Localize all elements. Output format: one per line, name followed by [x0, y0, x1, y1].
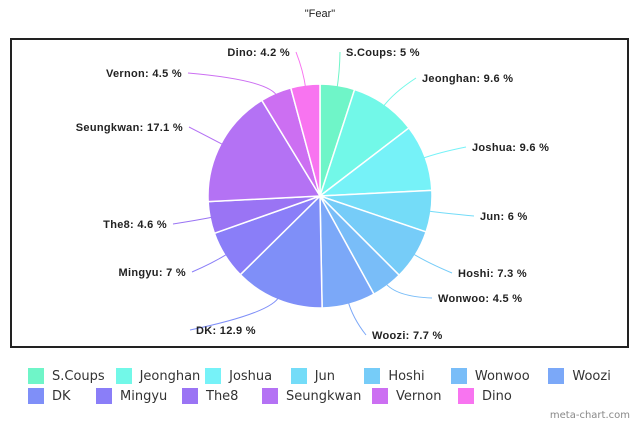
legend-item-jeonghan[interactable]: Jeonghan — [115, 368, 206, 384]
legend-item-jun[interactable]: Jun — [290, 368, 365, 384]
connector-line — [295, 51, 307, 90]
legend-swatch-icon — [450, 368, 467, 384]
legend-swatch-icon — [182, 388, 198, 404]
legend-item-joshua[interactable]: Joshua — [205, 368, 291, 384]
pie-chart: S.Coups: 5 % Jeonghan: 9.6 % Joshua: 9.6 %… — [76, 47, 549, 342]
chart-title: "Fear" — [304, 8, 336, 20]
legend-swatch-icon — [548, 368, 565, 384]
legend-label: Vernon — [396, 388, 442, 404]
slice-label: DK: 12.9 % — [196, 325, 256, 337]
slice-label: Seungkwan: 17.1 % — [76, 122, 183, 134]
legend-swatch-icon — [364, 368, 381, 384]
legend-swatch-icon — [115, 368, 132, 384]
connector-line — [381, 77, 417, 109]
slice-label: Dino: 4.2 % — [227, 47, 290, 59]
connector-line — [188, 126, 225, 146]
legend-label: Woozi — [572, 368, 611, 384]
slice-label: S.Coups: 5 % — [346, 47, 420, 59]
slice-label: Jeonghan: 9.6 % — [422, 73, 513, 85]
legend-swatch-icon — [205, 368, 222, 384]
connector-line — [384, 282, 433, 299]
connector-line — [187, 72, 278, 97]
legend-item-woozi[interactable]: Woozi — [548, 368, 628, 384]
legend-label: Seungkwan — [286, 388, 362, 404]
slice-label: The8: 4.6 % — [103, 219, 167, 231]
legend-item-dino[interactable]: Dino — [458, 388, 528, 404]
connector-line — [426, 210, 475, 217]
connector-line — [347, 300, 367, 336]
chart-frame — [10, 38, 629, 348]
connector-line — [191, 252, 229, 273]
slice-label: Wonwoo: 4.5 % — [438, 293, 522, 305]
slice-label: Woozi: 7.7 % — [372, 330, 443, 342]
slice-label: Vernon: 4.5 % — [106, 68, 182, 80]
legend-item-wonwoo[interactable]: Wonwoo — [450, 368, 549, 384]
legend-row: DK Mingyu The8 Seungkwan Vernon Dino — [28, 386, 628, 406]
connector-line — [421, 146, 467, 160]
legend: S.Coups Jeonghan Joshua Jun Hoshi Wonwoo Woozi… — [28, 366, 628, 406]
legend-swatch-icon — [262, 388, 278, 404]
legend-swatch-icon — [28, 368, 44, 384]
legend-swatch-icon — [28, 388, 44, 404]
legend-label: Wonwoo — [474, 368, 530, 384]
legend-label: Jeonghan — [139, 368, 201, 384]
watermark: meta-chart.com — [549, 410, 630, 421]
slice-label: Mingyu: 7 % — [119, 267, 186, 279]
legend-swatch-icon — [96, 388, 112, 404]
slice-label: Joshua: 9.6 % — [472, 142, 549, 154]
legend-label: Joshua — [229, 368, 273, 384]
connector-line — [189, 295, 280, 331]
legend-item-the8[interactable]: The8 — [182, 388, 262, 404]
legend-label: Hoshi — [388, 368, 425, 384]
legend-label: Jun — [314, 368, 335, 384]
legend-swatch-icon — [458, 388, 474, 404]
legend-item-s-coups[interactable]: S.Coups — [28, 368, 116, 384]
legend-item-dk[interactable]: DK — [28, 388, 96, 404]
legend-label: Dino — [482, 388, 512, 404]
legend-label: DK — [52, 388, 71, 404]
legend-item-seungkwan[interactable]: Seungkwan — [262, 388, 372, 404]
slice-label: Jun: 6 % — [480, 211, 528, 223]
pie-slice-dk[interactable] — [239, 194, 323, 309]
connector-line — [172, 216, 215, 225]
legend-item-vernon[interactable]: Vernon — [372, 388, 458, 404]
legend-label: S.Coups — [52, 368, 105, 384]
slice-label: Hoshi: 7.3 % — [458, 268, 527, 280]
legend-item-mingyu[interactable]: Mingyu — [96, 388, 182, 404]
connector-line — [411, 252, 453, 274]
legend-label: The8 — [206, 388, 239, 404]
legend-label: Mingyu — [120, 388, 168, 404]
legend-item-hoshi[interactable]: Hoshi — [364, 368, 451, 384]
legend-swatch-icon — [372, 388, 388, 404]
legend-row: S.Coups Jeonghan Joshua Jun Hoshi Wonwoo Woozi — [28, 366, 628, 386]
connector-line — [336, 51, 341, 90]
legend-swatch-icon — [290, 368, 307, 384]
